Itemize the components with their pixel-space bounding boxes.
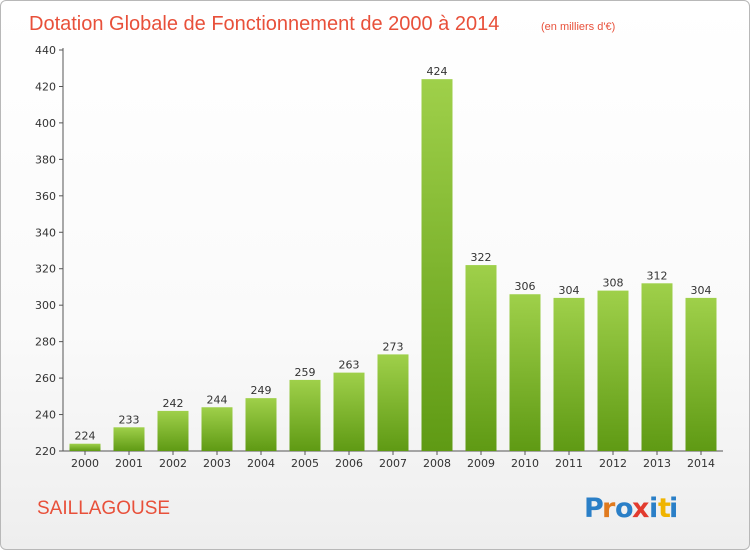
logo-letter: t <box>658 493 671 524</box>
bar-value-label: 233 <box>119 413 140 426</box>
y-tick-label: 280 <box>35 336 56 349</box>
x-tick-label: 2006 <box>335 457 363 470</box>
bar-value-label: 312 <box>647 269 668 282</box>
y-tick-label: 420 <box>35 80 56 93</box>
bar-value-label: 242 <box>163 397 184 410</box>
y-tick-label: 300 <box>35 299 56 312</box>
bar <box>157 410 189 451</box>
x-tick-label: 2003 <box>203 457 231 470</box>
bar-value-label: 249 <box>251 384 272 397</box>
bar <box>597 290 629 451</box>
bar-value-label: 224 <box>75 430 96 443</box>
x-tick-label: 2005 <box>291 457 319 470</box>
bar <box>465 265 497 451</box>
bar-value-label: 304 <box>691 284 712 297</box>
proxiti-logo: Pr ox i ti <box>584 493 678 524</box>
logo-letter: i <box>669 493 678 524</box>
bar <box>69 443 101 451</box>
y-tick-label: 400 <box>35 117 56 130</box>
bars <box>69 79 717 451</box>
x-tick-label: 2002 <box>159 457 187 470</box>
bar <box>685 297 717 451</box>
x-tick-label: 2011 <box>555 457 583 470</box>
bar-value-label: 306 <box>515 280 536 293</box>
x-tick-label: 2004 <box>247 457 275 470</box>
x-tick-label: 2010 <box>511 457 539 470</box>
bar-value-label: 244 <box>207 393 228 406</box>
y-tick-label: 380 <box>35 153 56 166</box>
y-tick-label: 260 <box>35 372 56 385</box>
logo-letter: i <box>649 493 658 524</box>
bar-value-label: 263 <box>339 359 360 372</box>
bar <box>201 407 233 451</box>
bar-value-label: 273 <box>383 340 404 353</box>
y-tick-label: 320 <box>35 263 56 276</box>
y-tick-label: 340 <box>35 226 56 239</box>
bar-value-label: 304 <box>559 284 580 297</box>
bar-value-label: 424 <box>427 65 448 78</box>
x-tick-label: 2014 <box>687 457 715 470</box>
bar <box>641 283 673 451</box>
data-labels: 224 233 242 244 249 259 263 273 424 322 306 304 308 3… <box>75 65 712 443</box>
bar <box>333 372 365 451</box>
bar <box>509 294 541 451</box>
x-tick-label: 2008 <box>423 457 451 470</box>
y-tick-label: 220 <box>35 445 56 458</box>
logo-letter: x <box>632 493 649 524</box>
y-axis: 220 240 260 280 300 320 340 360 380 400 420 440 <box>35 44 64 458</box>
chart-subtitle: (en milliers d'€) <box>541 21 615 33</box>
y-tick-label: 440 <box>35 44 56 57</box>
x-tick-label: 2009 <box>467 457 495 470</box>
bar <box>113 427 145 451</box>
bar-value-label: 308 <box>603 277 624 290</box>
commune-name: SAILLAGOUSE <box>37 498 170 519</box>
bar-value-label: 322 <box>471 251 492 264</box>
bar <box>377 354 409 451</box>
logo-letter: r <box>602 493 616 524</box>
x-axis: 2000 2001 2002 2003 2004 2005 2006 2007 2008 2009… <box>63 450 723 470</box>
x-tick-label: 2000 <box>71 457 99 470</box>
y-tick-label: 240 <box>35 409 56 422</box>
bar <box>421 79 453 451</box>
chart-title: Dotation Globale de Fonctionnement de 20… <box>29 13 499 35</box>
logo-letter: o <box>615 493 634 524</box>
x-tick-label: 2001 <box>115 457 143 470</box>
bar <box>289 379 321 451</box>
x-tick-label: 2012 <box>599 457 627 470</box>
bar <box>553 297 585 451</box>
bar <box>245 398 277 451</box>
logo-letter: P <box>584 493 604 524</box>
x-tick-label: 2013 <box>643 457 671 470</box>
bar-value-label: 259 <box>295 366 316 379</box>
x-tick-label: 2007 <box>379 457 407 470</box>
y-tick-label: 360 <box>35 190 56 203</box>
